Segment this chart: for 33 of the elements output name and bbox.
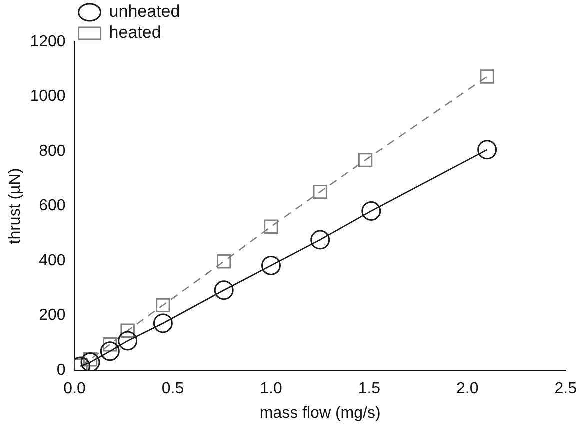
x-tick-label: 1.5 <box>358 380 381 398</box>
point <box>80 352 100 371</box>
x-tick-label: 0.0 <box>64 380 86 398</box>
point <box>100 342 120 362</box>
x-tick-label: 2.5 <box>554 380 578 398</box>
y-tick-label: 1000 <box>30 88 66 106</box>
x-tick-label: 2.0 <box>456 380 479 398</box>
y-tick-label: 200 <box>39 307 66 324</box>
y-tick-label: 800 <box>39 142 66 160</box>
point <box>480 70 494 84</box>
point <box>153 314 173 334</box>
x-axis-title: mass flow (mg/s) <box>260 404 381 422</box>
y-tick-label: 600 <box>39 198 66 215</box>
point <box>362 201 382 221</box>
x-tick-label: 1.0 <box>260 380 282 398</box>
point <box>313 184 328 200</box>
point <box>264 220 278 234</box>
point <box>214 280 234 300</box>
y-axis-title: thrust (µN) <box>7 168 24 244</box>
point <box>118 331 138 351</box>
point <box>310 230 330 250</box>
legend-label: unheated <box>109 2 180 22</box>
y-tick-label: 0 <box>56 362 66 380</box>
legend-label: heated <box>109 23 162 42</box>
x-tick-label: 0.5 <box>162 380 184 398</box>
point <box>478 140 498 160</box>
point <box>156 298 170 313</box>
point <box>358 153 373 168</box>
point <box>120 324 135 338</box>
y-tick-label: 400 <box>39 252 66 270</box>
point <box>216 254 232 269</box>
y-tick-label: 1200 <box>30 33 66 50</box>
point <box>261 256 281 276</box>
